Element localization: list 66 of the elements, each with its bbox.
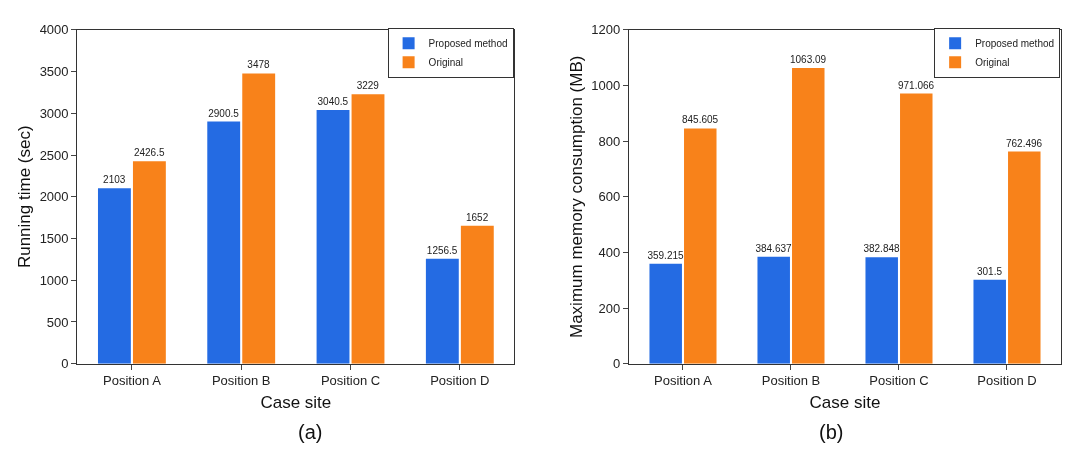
- legend-label: Proposed method: [975, 38, 1055, 50]
- data-label: 359.215: [647, 249, 684, 261]
- x-tick-label: Position D: [430, 373, 490, 389]
- bar: [900, 93, 933, 364]
- y-tick-label: 1200: [591, 22, 621, 38]
- y-tick-label: 3000: [39, 105, 69, 121]
- data-label: 3229: [356, 80, 380, 92]
- y-tick-label: 4000: [39, 22, 69, 38]
- y-tick-label: 800: [598, 133, 621, 149]
- x-tick-label: Position D: [977, 373, 1037, 389]
- data-label: 301.5: [976, 265, 1003, 277]
- data-label: 384.637: [755, 242, 792, 254]
- y-tick-label: 2000: [39, 189, 69, 205]
- data-label: 762.496: [1005, 137, 1043, 149]
- bar: [757, 256, 790, 364]
- x-tick-label: Position A: [654, 373, 713, 389]
- bar: [351, 94, 385, 364]
- y-tick-label: 0: [613, 356, 621, 372]
- bar: [242, 73, 276, 364]
- bar: [865, 257, 898, 364]
- x-tick-label: Position B: [211, 373, 271, 389]
- text: (a): [298, 421, 323, 443]
- data-label: 2426.5: [133, 147, 165, 159]
- x-axis-title: Case site: [809, 392, 881, 412]
- bar: [792, 67, 825, 364]
- data-label: 1256.5: [426, 244, 458, 256]
- y-tick-label: 1000: [39, 272, 69, 288]
- legend-label: Proposed method: [428, 38, 508, 50]
- y-axis-title: Maximum memory consumption (MB): [566, 55, 586, 338]
- bar: [973, 279, 1006, 364]
- bar: [316, 109, 350, 364]
- data-label: 3478: [247, 59, 271, 71]
- data-label: 382.848: [863, 243, 901, 255]
- data-label: 3040.5: [317, 95, 349, 107]
- y-tick-label: 400: [598, 244, 621, 260]
- x-tick-label: Position C: [869, 373, 929, 389]
- data-label: 2900.5: [208, 107, 240, 119]
- x-tick-label: Position B: [761, 373, 821, 389]
- bar: [1008, 151, 1041, 364]
- bar: [649, 263, 682, 364]
- data-label: 1063.09: [789, 53, 827, 65]
- y-tick-label: 0: [61, 356, 69, 372]
- bar: [684, 128, 717, 364]
- data-label: 971.066: [897, 79, 935, 91]
- y-axis-title: Running time (sec): [15, 125, 35, 269]
- bar: [460, 225, 494, 364]
- y-tick-label: 1000: [591, 78, 621, 94]
- y-tick-label: 2500: [39, 147, 69, 163]
- y-tick-label: 1500: [39, 231, 69, 247]
- legend-label: Original: [975, 57, 1010, 69]
- y-tick-label: 500: [46, 314, 69, 330]
- bar: [207, 121, 241, 364]
- legend-label: Original: [428, 57, 464, 69]
- text: (b): [819, 421, 844, 443]
- y-tick-label: 3500: [39, 64, 69, 80]
- bar: [97, 188, 131, 364]
- data-label: 1652: [465, 211, 489, 223]
- y-tick-label: 200: [598, 300, 621, 316]
- bar: [425, 258, 459, 364]
- data-label: 2103: [103, 174, 126, 186]
- x-tick-label: Position C: [320, 373, 381, 389]
- data-label: 845.605: [681, 114, 719, 126]
- x-tick-label: Position A: [102, 373, 162, 389]
- x-axis-title: Case site: [260, 392, 332, 412]
- y-tick-label: 600: [598, 189, 621, 205]
- bar: [132, 161, 166, 364]
